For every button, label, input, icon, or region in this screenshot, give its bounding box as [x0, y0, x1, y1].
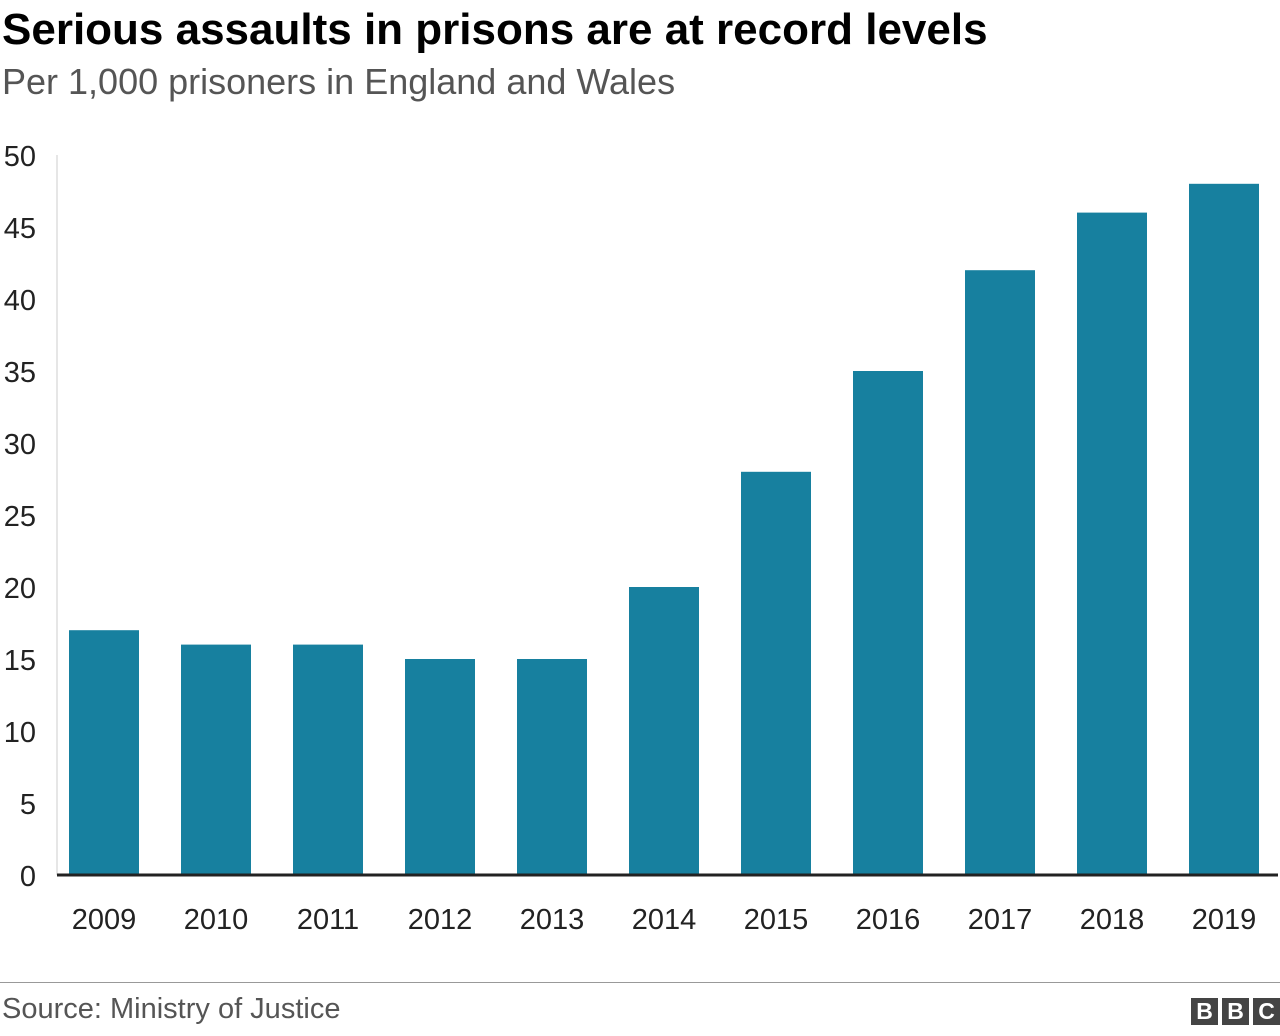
- logo-letter-b1: B: [1191, 998, 1218, 1025]
- bar: [181, 644, 251, 875]
- x-tick-label: 2011: [297, 904, 359, 936]
- bar: [741, 471, 811, 875]
- x-tick-label: 2019: [1192, 904, 1257, 936]
- chart-title: Serious assaults in prisons are at recor…: [2, 5, 988, 54]
- bbc-logo: B B C: [1191, 998, 1280, 1025]
- x-tick-label: 2018: [1080, 904, 1145, 936]
- footer-divider: [0, 982, 1280, 983]
- bar: [293, 644, 363, 875]
- y-tick-label: 15: [4, 645, 36, 677]
- y-tick-label: 50: [4, 141, 36, 173]
- y-tick-label: 20: [4, 573, 36, 605]
- y-tick-label: 5: [20, 789, 36, 821]
- y-tick-label: 10: [4, 717, 36, 749]
- chart-subtitle: Per 1,000 prisoners in England and Wales: [2, 61, 676, 102]
- x-tick-label: 2015: [744, 904, 809, 936]
- y-tick-label: 0: [20, 861, 36, 893]
- x-tick-label: 2016: [856, 904, 921, 936]
- x-tick-label: 2013: [520, 904, 585, 936]
- y-tick-label: 45: [4, 213, 36, 245]
- source-note: Source: Ministry of Justice: [2, 993, 341, 1025]
- bar: [853, 371, 923, 875]
- bar: [69, 630, 139, 875]
- bar: [1189, 183, 1259, 876]
- logo-letter-c: C: [1253, 998, 1280, 1025]
- bar: [405, 659, 475, 875]
- bar: [1077, 212, 1147, 876]
- y-tick-label: 40: [4, 285, 36, 317]
- x-tick-label: 2014: [632, 904, 697, 936]
- bar: [629, 587, 699, 875]
- x-tick-label: 2012: [408, 904, 473, 936]
- bar-chart: 0 5 10 15 20 25 30 35 40 45 50 2009 2010 2011 2012 2013…: [4, 141, 1278, 936]
- bar: [517, 659, 587, 875]
- x-tick-label: 2009: [72, 904, 137, 936]
- x-tick-label: 2017: [968, 904, 1033, 936]
- y-tick-label: 30: [4, 429, 36, 461]
- y-tick-label: 25: [4, 501, 36, 533]
- y-tick-label: 35: [4, 357, 36, 389]
- x-tick-label: 2010: [184, 904, 249, 936]
- logo-letter-b2: B: [1222, 998, 1249, 1025]
- bar: [965, 270, 1035, 875]
